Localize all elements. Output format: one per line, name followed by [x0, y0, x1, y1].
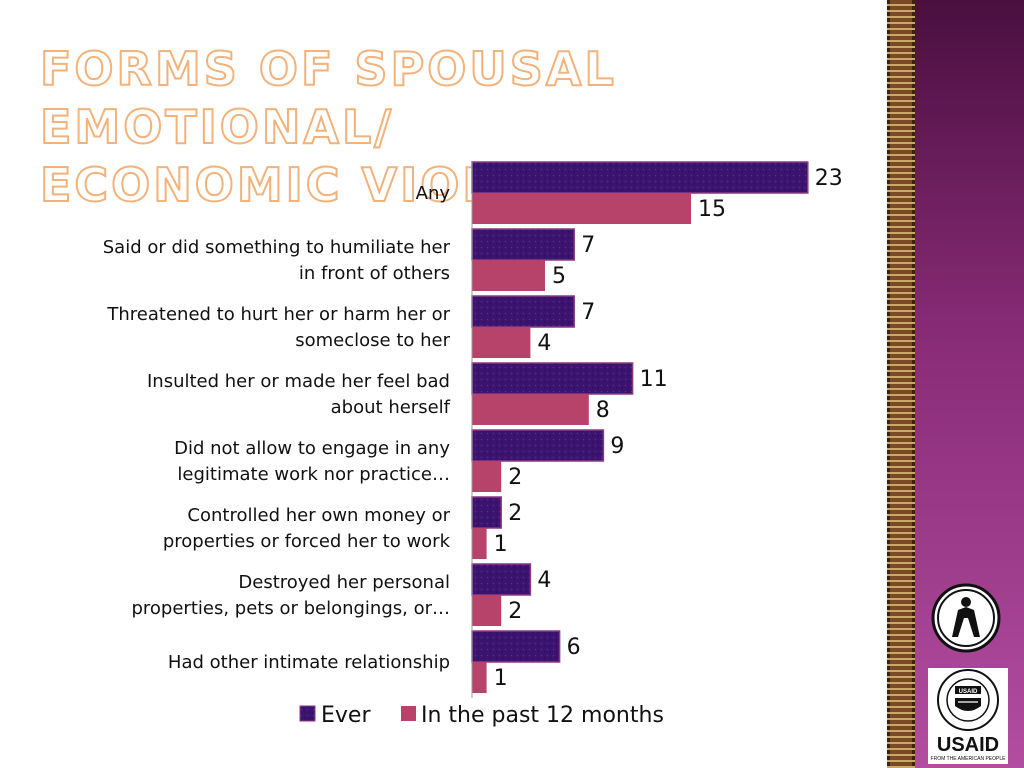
value-label-ever-0: 23 — [815, 166, 843, 191]
value-label-past-12-months-2: 4 — [537, 331, 551, 356]
bar-past-12-months-4 — [472, 461, 502, 492]
category-label-1-line-0: Said or did something to humiliate her — [103, 237, 451, 258]
category-label-3-line-0: Insulted her or made her feel bad — [147, 371, 450, 392]
bar-ever-0 — [471, 161, 809, 194]
value-label-past-12-months-4: 2 — [508, 465, 522, 490]
chart-bars — [471, 161, 809, 693]
decorative-border-strip — [887, 0, 915, 768]
value-label-past-12-months-6: 2 — [508, 599, 522, 624]
bar-ever-1 — [471, 228, 575, 261]
value-label-past-12-months-7: 1 — [494, 666, 508, 691]
value-label-ever-2: 7 — [581, 300, 595, 325]
category-label-2-line-1: someclose to her — [295, 330, 450, 351]
chart-legend: Ever In the past 12 months — [299, 703, 664, 728]
value-label-ever-3: 11 — [640, 367, 668, 392]
bar-past-12-months-3 — [472, 394, 589, 425]
svg-text:USAID: USAID — [959, 689, 978, 695]
legend-label-past-12-months: In the past 12 months — [421, 703, 664, 728]
category-label-5-line-1: properties or forced her to work — [163, 531, 451, 552]
value-label-ever-5: 2 — [508, 501, 522, 526]
bar-past-12-months-6 — [472, 595, 502, 626]
category-label-4-line-0: Did not allow to engage in any — [174, 438, 450, 459]
bar-past-12-months-5 — [472, 528, 487, 559]
category-label-3-line-1: about herself — [331, 397, 451, 418]
value-label-past-12-months-3: 8 — [596, 398, 610, 423]
value-label-ever-4: 9 — [610, 434, 624, 459]
category-label-5-line-0: Controlled her own money or — [187, 505, 450, 526]
bar-past-12-months-0 — [472, 193, 691, 224]
category-label-2-line-0: Threatened to hurt her or harm her or — [106, 304, 450, 325]
bar-past-12-months-1 — [472, 260, 545, 291]
bar-ever-3 — [471, 362, 634, 395]
bar-past-12-months-7 — [472, 662, 487, 693]
chart-category-labels: Any Said or did something to humiliate he… — [103, 183, 451, 673]
bar-ever-2 — [471, 295, 575, 328]
value-label-ever-7: 6 — [567, 635, 581, 660]
bar-ever-6 — [471, 563, 532, 596]
category-label-1-line-1: in front of others — [299, 263, 450, 284]
usaid-wordmark: USAID — [936, 734, 1000, 756]
category-label-7-line-0: Had other intimate relationship — [168, 652, 450, 673]
bar-past-12-months-2 — [472, 327, 531, 358]
bar-ever-7 — [471, 630, 561, 663]
category-label-4-line-1: legitimate work nor practice… — [177, 464, 450, 485]
bar-ever-5 — [471, 496, 502, 529]
category-label-0-line-0: Any — [416, 183, 451, 204]
value-label-past-12-months-1: 5 — [552, 264, 566, 289]
value-label-past-12-months-5: 1 — [494, 532, 508, 557]
usaid-seal-icon: USAID — [937, 669, 999, 731]
usaid-logo: USAID USAID FROM THE AMERICAN PEOPLE — [928, 668, 1008, 764]
usaid-tagline: FROM THE AMERICAN PEOPLE — [930, 756, 1006, 762]
value-label-ever-6: 4 — [537, 568, 551, 593]
bar-ever-4 — [471, 429, 605, 462]
legend-label-ever: Ever — [321, 703, 371, 728]
legend-swatch-past-12-months — [401, 706, 416, 721]
category-label-6-line-1: properties, pets or belongings, or… — [131, 598, 450, 619]
value-label-ever-1: 7 — [581, 233, 595, 258]
emblem-logo — [931, 583, 1001, 653]
category-label-6-line-0: Destroyed her personal — [238, 572, 450, 593]
legend-swatch-ever — [299, 705, 316, 722]
title-line-1: Forms of Spousal Emotional/ — [39, 41, 617, 155]
value-label-past-12-months-0: 15 — [698, 197, 726, 222]
